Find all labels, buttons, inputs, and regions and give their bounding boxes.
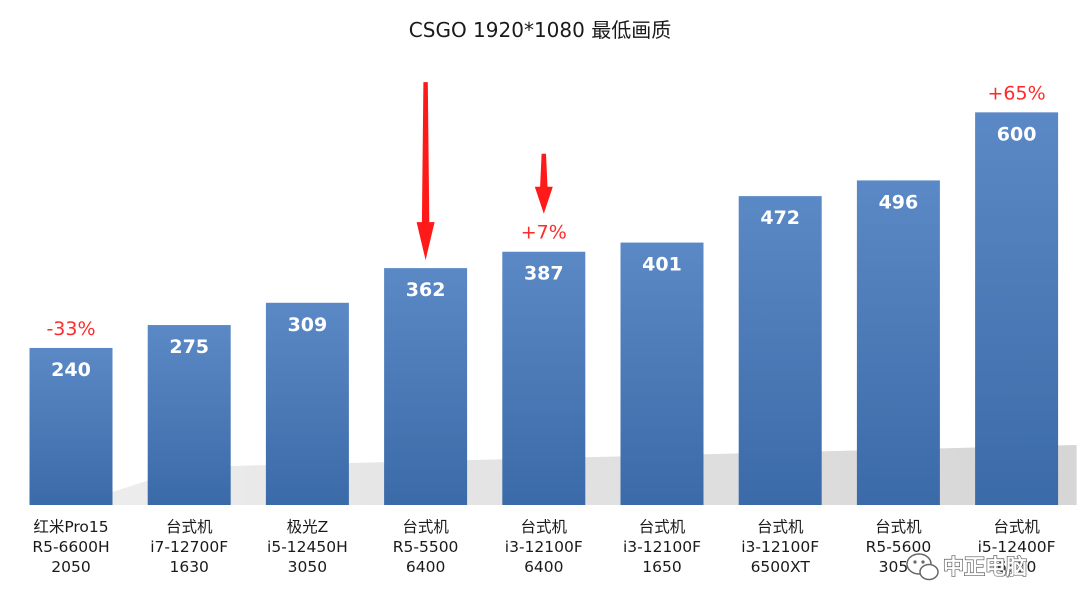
category-label: 极光Z	[287, 518, 329, 536]
arrows	[416, 82, 553, 261]
bar	[975, 112, 1059, 506]
value-label: 362	[406, 279, 446, 301]
bar	[384, 268, 468, 505]
bar	[738, 196, 822, 505]
value-label: 472	[760, 207, 800, 229]
value-label: 240	[51, 359, 91, 381]
annotations: -33% +7% +65%	[46, 82, 1045, 340]
value-label: 275	[169, 336, 209, 358]
annotation-label: +7%	[521, 222, 567, 244]
value-labels: 240 275 309 362 387 401 472 496 600	[51, 123, 1036, 381]
category-label: i5-12400F	[978, 538, 1056, 556]
category-label: i3-12100F	[741, 538, 819, 556]
bar	[620, 242, 704, 506]
watermark-text: 中正电脑	[943, 555, 1027, 579]
bar	[147, 325, 231, 505]
bar	[29, 347, 113, 505]
value-label: 600	[997, 123, 1037, 145]
category-label: i3-12100F	[505, 538, 583, 556]
category-label: 3050	[288, 558, 327, 576]
category-label: 台式机	[993, 518, 1040, 536]
category-label: 1650	[642, 558, 681, 576]
category-label: 台式机	[402, 518, 449, 536]
category-labels: 红米Pro15 R5-6600H 2050 台式机 i7-12700F 1630 极光Z i5…	[32, 518, 1055, 576]
category-label: 台式机	[521, 518, 568, 536]
watermark: 中正电脑	[906, 553, 1028, 581]
wechat-icon	[906, 553, 939, 581]
category-label: 2050	[51, 558, 90, 576]
bar	[265, 302, 349, 505]
value-label: 401	[642, 254, 682, 276]
category-label: 6400	[524, 558, 563, 576]
value-label: 309	[288, 314, 328, 336]
arrow-down-icon	[534, 153, 553, 214]
category-label: 6400	[406, 558, 445, 576]
bars	[29, 112, 1059, 506]
category-label: i3-12100F	[623, 538, 701, 556]
category-label: i7-12700F	[150, 538, 228, 556]
bar	[856, 180, 940, 506]
category-label: 台式机	[757, 518, 804, 536]
category-label: 6500XT	[751, 558, 811, 576]
category-label: 1630	[169, 558, 208, 576]
arrow-down-icon	[416, 82, 435, 261]
value-label: 496	[879, 191, 919, 213]
value-label: 387	[524, 263, 564, 285]
category-label: R5-6600H	[32, 538, 109, 556]
category-label: i5-12450H	[267, 538, 348, 556]
category-label: 台式机	[639, 518, 686, 536]
category-label: 台式机	[875, 518, 922, 536]
annotation-label: -33%	[46, 318, 95, 340]
category-label: 台式机	[166, 518, 213, 536]
chart-title: CSGO 1920*1080 最低画质	[409, 18, 671, 42]
annotation-label: +65%	[988, 82, 1046, 104]
category-label: 红米Pro15	[33, 518, 108, 536]
category-label: R5-5600	[866, 538, 932, 556]
bar	[502, 251, 586, 505]
category-label: 6650	[997, 558, 1036, 576]
category-label: R5-5500	[393, 538, 459, 556]
